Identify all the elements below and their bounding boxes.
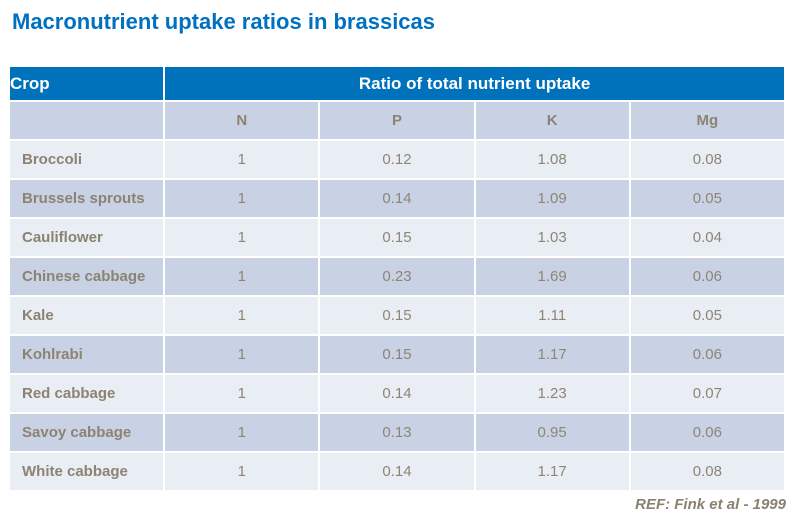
value-cell-p: 0.14 (318, 373, 476, 414)
value-cell-p: 0.14 (318, 178, 476, 219)
value-cell-n: 1 (163, 295, 321, 336)
value-cell-mg: 0.05 (628, 295, 787, 336)
value-cell-n: 1 (163, 412, 321, 453)
subheader-empty-cell (7, 100, 166, 141)
value-cell-k: 1.17 (473, 334, 631, 375)
value-cell-mg: 0.04 (628, 217, 787, 258)
value-cell-n: 1 (163, 451, 321, 492)
column-header-mg: Mg (628, 100, 787, 141)
table-row: Broccoli 1 0.12 1.08 0.08 (7, 139, 787, 180)
value-cell-mg: 0.08 (628, 139, 787, 180)
value-cell-k: 1.17 (473, 451, 631, 492)
value-cell-n: 1 (163, 256, 321, 297)
value-cell-n: 1 (163, 334, 321, 375)
crop-name-cell: White cabbage (7, 451, 166, 492)
value-cell-p: 0.15 (318, 334, 476, 375)
value-cell-n: 1 (163, 373, 321, 414)
value-cell-p: 0.13 (318, 412, 476, 453)
value-cell-p: 0.14 (318, 451, 476, 492)
column-header-k: K (473, 100, 631, 141)
table-row: Cauliflower 1 0.15 1.03 0.04 (7, 217, 787, 258)
column-header-ratio-group: Ratio of total nutrient uptake (163, 65, 786, 102)
value-cell-k: 0.95 (473, 412, 631, 453)
value-cell-mg: 0.06 (628, 256, 787, 297)
crop-name-cell: Kale (7, 295, 166, 336)
value-cell-mg: 0.05 (628, 178, 787, 219)
value-cell-n: 1 (163, 217, 321, 258)
value-cell-k: 1.11 (473, 295, 631, 336)
column-header-crop: Crop (7, 65, 166, 102)
page-title: Macronutrient uptake ratios in brassicas (12, 9, 436, 34)
table-row: Savoy cabbage 1 0.13 0.95 0.06 (7, 412, 787, 453)
value-cell-mg: 0.06 (628, 334, 787, 375)
crop-name-cell: Cauliflower (7, 217, 166, 258)
value-cell-n: 1 (163, 178, 321, 219)
value-cell-k: 1.23 (473, 373, 631, 414)
value-cell-k: 1.69 (473, 256, 631, 297)
nutrient-uptake-table: Crop Ratio of total nutrient uptake N P … (7, 65, 787, 492)
column-header-n: N (163, 100, 321, 141)
table-row: White cabbage 1 0.14 1.17 0.08 (7, 451, 787, 492)
table-row: Brussels sprouts 1 0.14 1.09 0.05 (7, 178, 787, 219)
value-cell-k: 1.08 (473, 139, 631, 180)
value-cell-mg: 0.06 (628, 412, 787, 453)
value-cell-p: 0.15 (318, 295, 476, 336)
value-cell-n: 1 (163, 139, 321, 180)
table-subheader-row: N P K Mg (7, 100, 787, 141)
crop-name-cell: Savoy cabbage (7, 412, 166, 453)
table-row: Kale 1 0.15 1.11 0.05 (7, 295, 787, 336)
crop-name-cell: Chinese cabbage (7, 256, 166, 297)
reference-citation: REF: Fink et al - 1999 (635, 496, 786, 513)
value-cell-k: 1.09 (473, 178, 631, 219)
value-cell-p: 0.23 (318, 256, 476, 297)
crop-name-cell: Red cabbage (7, 373, 166, 414)
table-row: Chinese cabbage 1 0.23 1.69 0.06 (7, 256, 787, 297)
crop-name-cell: Kohlrabi (7, 334, 166, 375)
table-row: Red cabbage 1 0.14 1.23 0.07 (7, 373, 787, 414)
value-cell-p: 0.15 (318, 217, 476, 258)
table-header-row: Crop Ratio of total nutrient uptake (7, 65, 786, 102)
value-cell-mg: 0.07 (628, 373, 787, 414)
crop-name-cell: Brussels sprouts (7, 178, 166, 219)
value-cell-k: 1.03 (473, 217, 631, 258)
table-row: Kohlrabi 1 0.15 1.17 0.06 (7, 334, 787, 375)
column-header-p: P (318, 100, 476, 141)
crop-name-cell: Broccoli (7, 139, 166, 180)
value-cell-mg: 0.08 (628, 451, 787, 492)
value-cell-p: 0.12 (318, 139, 476, 180)
